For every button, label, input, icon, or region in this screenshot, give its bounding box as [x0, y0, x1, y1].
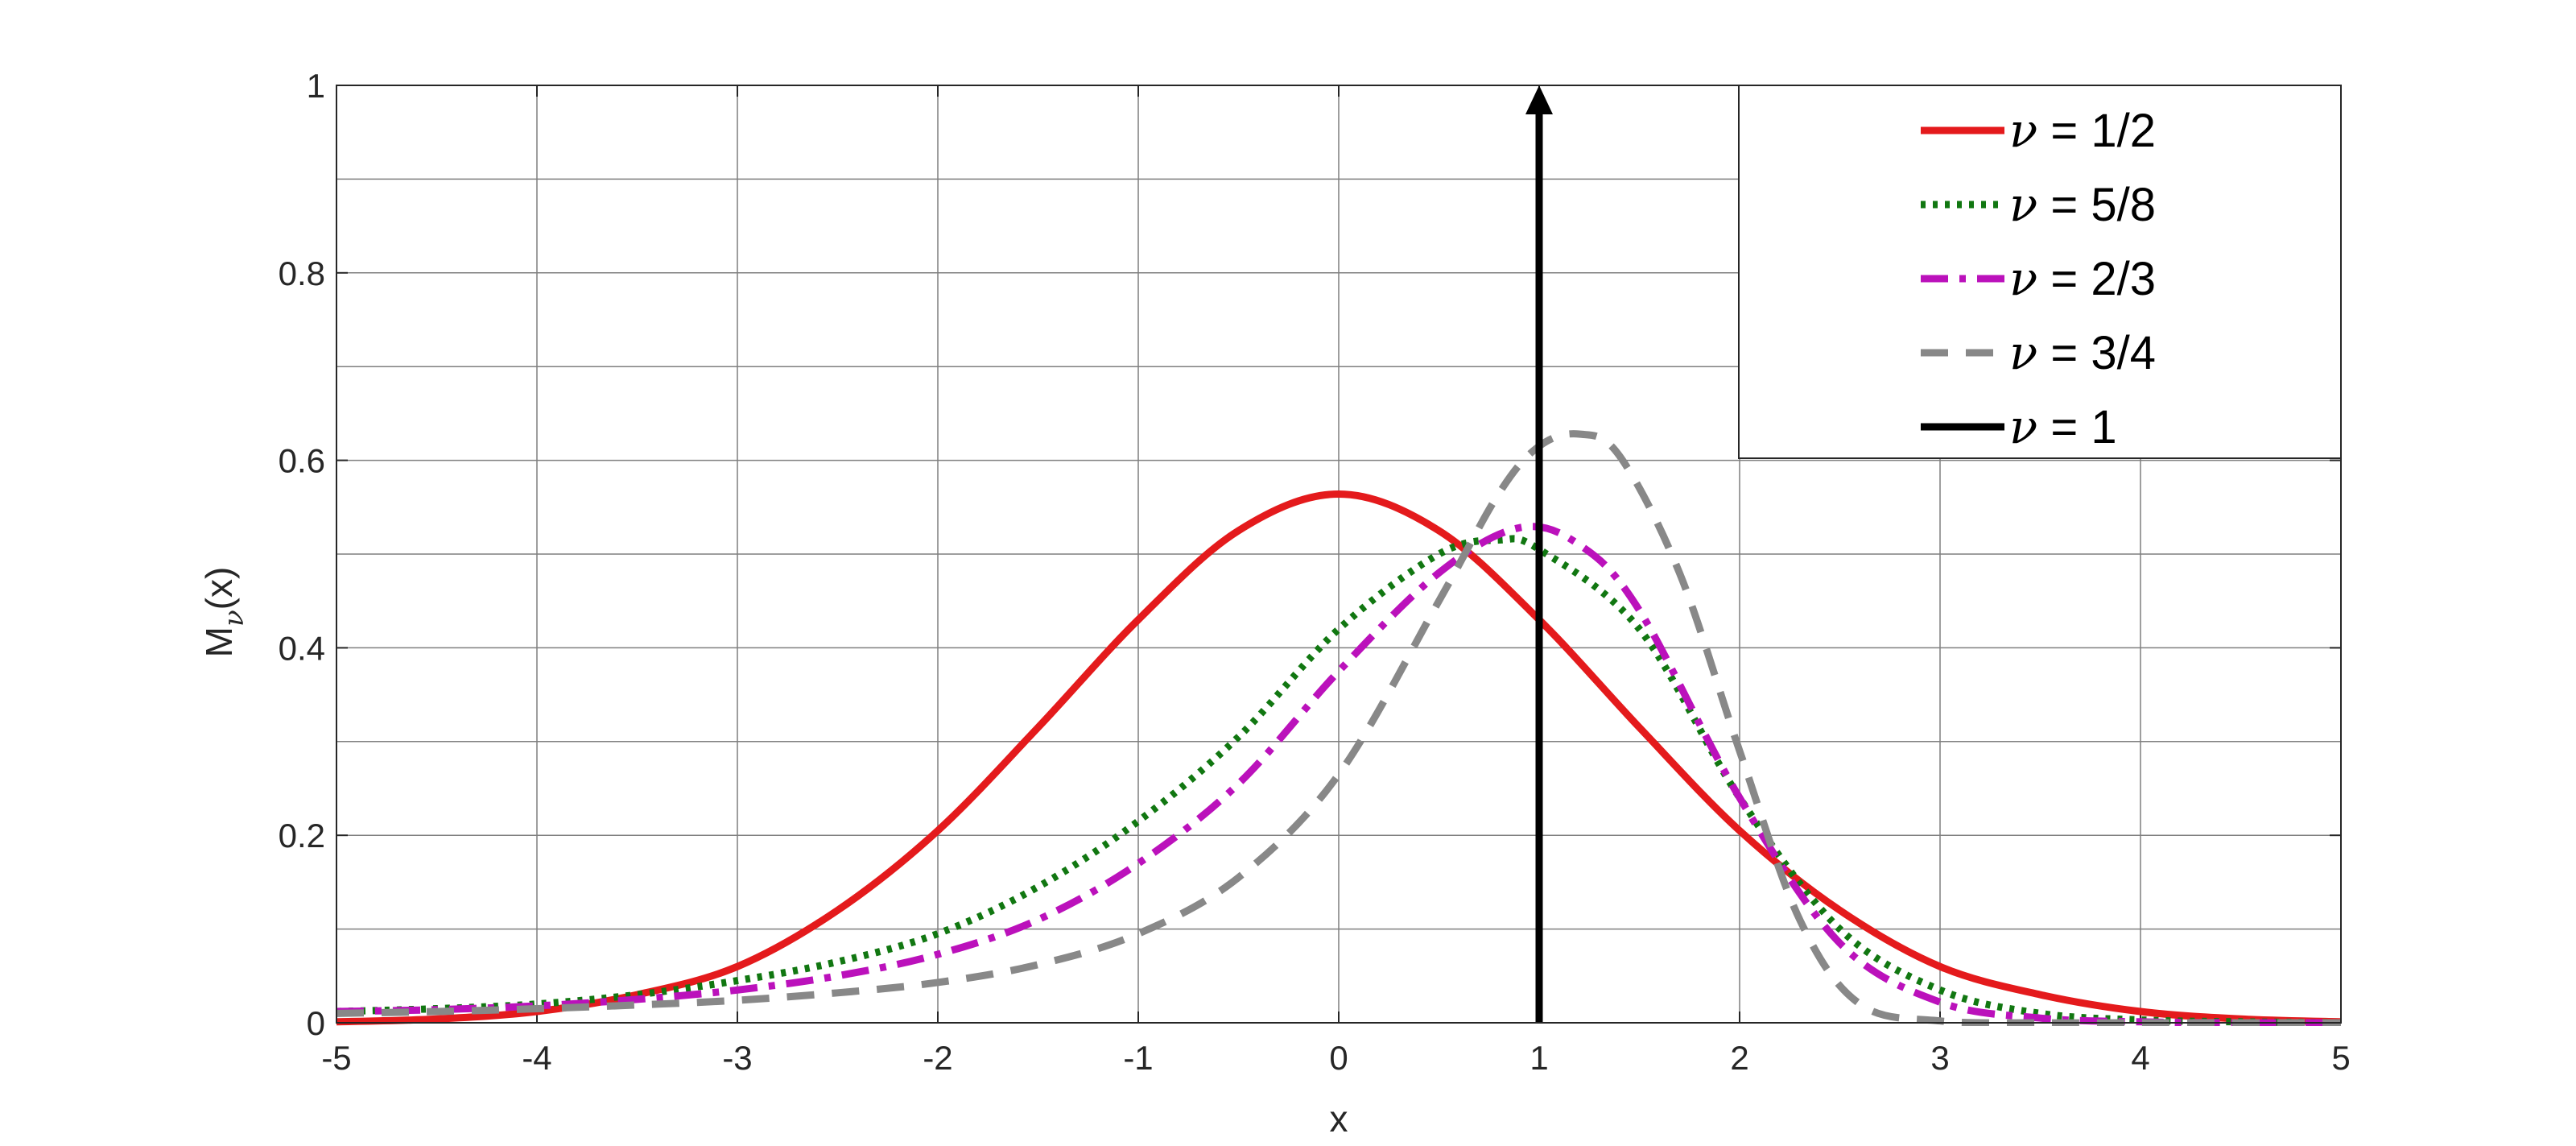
series [336, 430, 2341, 1026]
legend-value: = 1/2 [2037, 105, 2156, 157]
y-tick-label: 0 [307, 1004, 325, 1042]
delta-spike [1525, 85, 1553, 1023]
y-tick-label: 0.6 [279, 442, 325, 480]
y-tick-label: 1 [307, 67, 325, 105]
legend-value: = 2/3 [2037, 253, 2156, 305]
y-tick-label: 0.8 [279, 254, 325, 292]
legend-item: ν = 1 [1921, 399, 2117, 454]
legend-label: ν = 1 [2009, 399, 2117, 454]
x-tick-label: 2 [1730, 1039, 1748, 1077]
y-axis-label-subscript: ν [218, 610, 250, 627]
legend-label: ν = 3/4 [2009, 325, 2156, 380]
series-3-line [336, 523, 2341, 1026]
x-axis-label: x [1330, 1098, 1348, 1140]
series-2-line [336, 535, 2341, 1026]
legend-value: = 5/8 [2037, 179, 2156, 231]
tick-labels: -5 -4 -3 -2 -1 0 1 2 3 4 5 0 0.2 0.4 0.6 0.8 1 [279, 67, 2351, 1077]
y-axis-label: Mν(x) [198, 567, 250, 658]
legend-item: ν = 1/2 [1921, 103, 2156, 158]
svg-text:Mν(x): Mν(x) [198, 567, 250, 658]
legend-item: ν = 3/4 [1921, 325, 2156, 380]
legend-symbol: ν [2009, 103, 2037, 158]
plot-frame [336, 85, 2342, 1024]
legend-label: ν = 2/3 [2009, 251, 2156, 306]
y-tick-label: 0.4 [279, 629, 325, 667]
y-tick-label: 0.2 [279, 817, 325, 854]
legend: ν = 1/2ν = 5/8ν = 2/3ν = 3/4ν = 1 [1738, 85, 2342, 459]
y-axis-label-arg: (x) [198, 567, 240, 610]
legend-symbol: ν [2009, 177, 2037, 232]
x-tick-label: 3 [1930, 1039, 1949, 1077]
x-tick-label: -2 [923, 1039, 952, 1077]
series-4-line [336, 430, 2341, 1026]
x-tick-label: -4 [522, 1039, 551, 1077]
legend-label: ν = 5/8 [2009, 177, 2156, 232]
legend-item: ν = 5/8 [1921, 177, 2156, 232]
legend-symbol: ν [2009, 251, 2037, 306]
legend-item: ν = 2/3 [1921, 251, 2156, 306]
x-tick-label: 4 [2131, 1039, 2149, 1077]
x-tick-label: 0 [1329, 1039, 1348, 1077]
legend-symbol: ν [2009, 325, 2037, 380]
series-1-line [336, 490, 2341, 1026]
legend-label: ν = 1/2 [2009, 103, 2156, 158]
y-axis-label-main: M [198, 627, 240, 657]
x-tick-label: -3 [722, 1039, 752, 1077]
x-tick-label: 5 [2331, 1039, 2350, 1077]
legend-symbol: ν [2009, 399, 2037, 454]
legend-value: = 3/4 [2037, 327, 2156, 379]
x-tick-label: -5 [321, 1039, 351, 1077]
x-tick-label: -1 [1123, 1039, 1153, 1077]
x-tick-label: 1 [1530, 1039, 1548, 1077]
legend-value: = 1 [2037, 401, 2116, 453]
series-5-arrowhead [1525, 85, 1553, 114]
legend-box [1738, 85, 2342, 459]
